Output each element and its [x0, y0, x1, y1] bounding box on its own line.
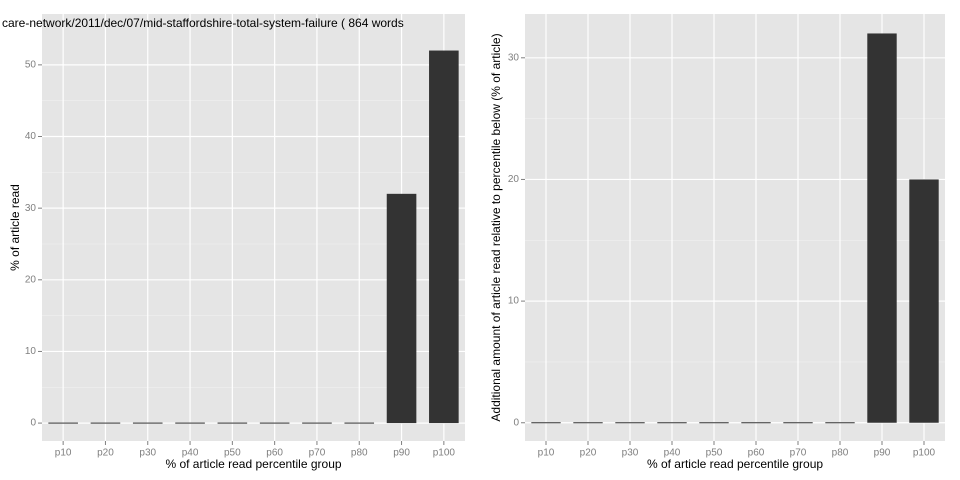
- y-tick-label: 10: [508, 296, 520, 307]
- x-tick-label: p20: [580, 448, 597, 459]
- bar: [657, 422, 687, 424]
- x-tick-label: p90: [874, 448, 891, 459]
- x-tick-label: p10: [55, 448, 72, 459]
- x-tick-label: p50: [706, 448, 723, 459]
- x-tick-label: p100: [913, 448, 936, 459]
- x-tick-label: p20: [97, 448, 114, 459]
- y-tick-label: 50: [25, 60, 37, 71]
- y-axis-label: Additional amount of article read relati…: [489, 33, 503, 421]
- x-tick-label: p40: [182, 448, 199, 459]
- y-tick-label: 0: [513, 417, 519, 428]
- bar: [259, 422, 290, 424]
- bar: [217, 422, 248, 424]
- x-tick-label: p40: [664, 448, 681, 459]
- x-tick-label: p80: [351, 448, 368, 459]
- x-tick-label: p100: [433, 448, 456, 459]
- y-tick-label: 40: [25, 131, 37, 142]
- bar: [132, 422, 163, 424]
- x-tick-label: p80: [832, 448, 849, 459]
- bar: [344, 422, 375, 424]
- bar: [48, 422, 78, 424]
- x-tick-label: p50: [224, 448, 241, 459]
- bar: [302, 422, 332, 424]
- y-tick-label: 30: [25, 203, 37, 214]
- bar: [825, 422, 855, 424]
- x-tick-label: p10: [538, 448, 555, 459]
- x-tick-label: p70: [790, 448, 807, 459]
- y-axis-label: % of article read: [8, 184, 22, 271]
- bar: [699, 422, 729, 424]
- bar: [175, 422, 205, 424]
- chart-title: care-network/2011/dec/07/mid-staffordshi…: [2, 16, 404, 30]
- bar: [909, 179, 939, 423]
- x-axis-label: % of article read percentile group: [647, 457, 823, 471]
- y-tick-label: 10: [25, 346, 37, 357]
- x-tick-label: p30: [139, 448, 156, 459]
- bar: [867, 33, 897, 423]
- bar: [741, 422, 771, 424]
- y-tick-label: 0: [30, 418, 36, 429]
- bar: [783, 422, 813, 424]
- y-tick-label: 20: [508, 174, 520, 185]
- bar: [615, 422, 645, 424]
- bar: [531, 422, 561, 424]
- y-tick-label: 20: [25, 274, 37, 285]
- bar: [573, 422, 603, 424]
- bar: [90, 422, 121, 424]
- x-tick-label: p70: [309, 448, 326, 459]
- x-tick-label: p90: [393, 448, 410, 459]
- x-tick-label: p60: [266, 448, 283, 459]
- bar: [429, 50, 459, 424]
- x-tick-label: p60: [748, 448, 765, 459]
- y-tick-label: 30: [508, 52, 520, 63]
- x-tick-label: p30: [622, 448, 639, 459]
- bar: [386, 193, 417, 424]
- x-axis-label: % of article read percentile group: [165, 457, 341, 471]
